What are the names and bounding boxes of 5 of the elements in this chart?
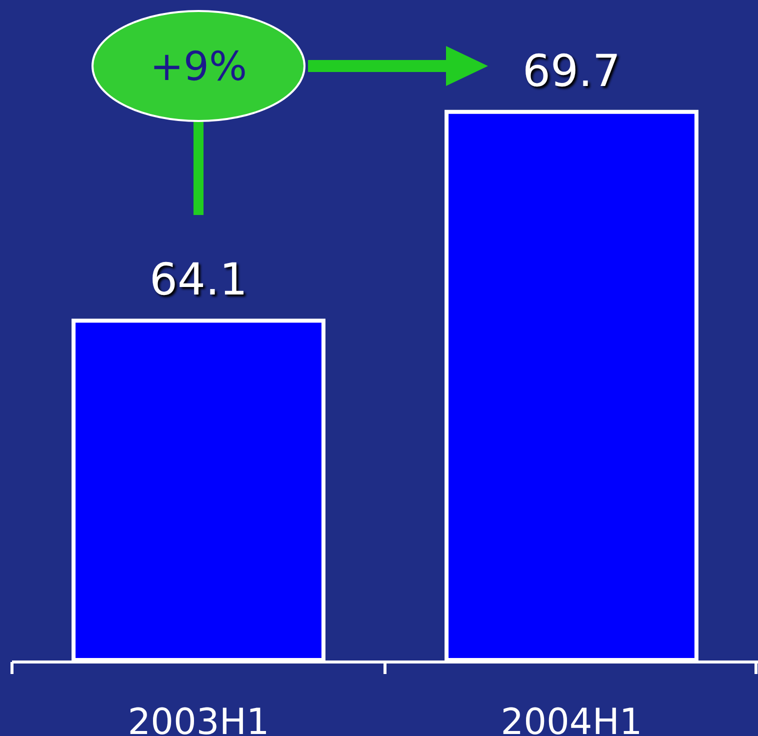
x-tick-label: 2004H1	[500, 702, 642, 736]
x-tick-label: 2003H1	[128, 702, 270, 736]
data-label: 64.1	[150, 254, 248, 306]
annotation: +9%	[150, 44, 247, 90]
data-label: 69.7	[522, 46, 620, 97]
